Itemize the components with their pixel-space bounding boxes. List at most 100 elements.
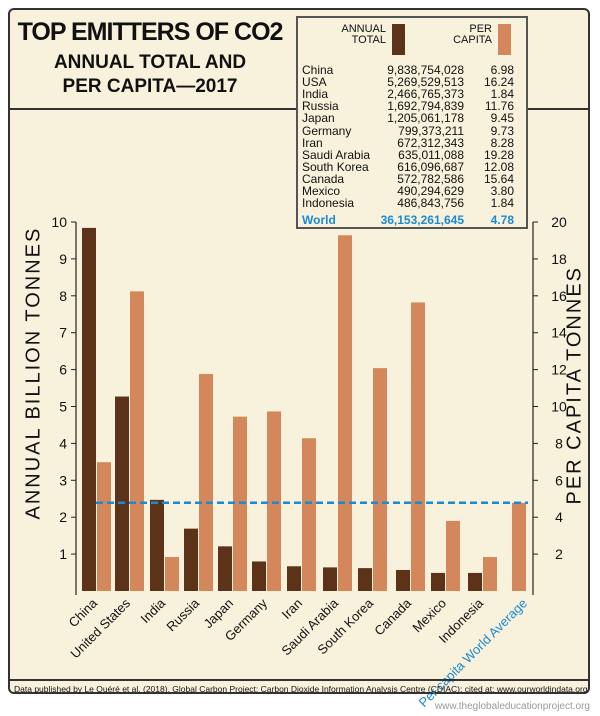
site-url[interactable]: www.theglobaleducationproject.org [434,701,590,712]
cell-per: 1.84 [490,87,514,102]
bar-annual [396,569,410,591]
table-row: Germany 799,373,211 9.73 [302,125,522,137]
cell-annual: 572,782,586 [397,171,464,186]
x-tick-label: India [138,595,169,626]
cell-name: India [302,87,329,102]
cell-name: Canada [302,171,345,186]
table-row: USA 5,269,529,513 16.24 [302,76,522,88]
cell-annual: 490,294,629 [397,184,464,198]
cell-per: 19.28 [483,147,514,162]
bar-per-capita [165,557,179,591]
cell-annual: 486,843,756 [397,196,464,211]
table-row: India 2,466,765,373 1.84 [302,88,522,100]
table-row: Indonesia 486,843,756 1.84 [302,197,522,209]
y-tick-label-left: 9 [59,251,67,267]
cell-annual: 672,312,343 [397,135,464,150]
y-tick-label-left: 4 [59,435,67,451]
y-tick-label-right: 2 [555,546,563,562]
y-axis-left-label: ANNUAL BILLION TONNES [22,226,45,520]
cell-annual: 5,269,529,513 [387,75,464,90]
cell-per: 1.84 [490,196,514,211]
table-row: Japan 1,205,061,178 9.45 [302,112,522,124]
chart-title: TOP EMITTERS OF CO2 [17,18,284,46]
header-annual: ANNUAL TOTAL [341,23,386,46]
cell-per: 16.24 [483,75,514,90]
y-tick-label-right: 14 [551,325,567,341]
cell-annual: 635,011,088 [398,147,464,162]
table-row: Saudi Arabia 635,011,088 19.28 [302,149,522,161]
cell-annual: 799,373,211 [398,123,464,138]
cell-name: China [302,63,334,77]
footer-divider [8,679,590,681]
legend-swatch-per-capita [498,24,511,55]
cell-name: USA [302,75,327,90]
cell-name: Saudi Arabia [302,147,371,162]
x-tick-label: Iran [279,596,305,622]
cell-per: 8.28 [490,135,514,150]
y-tick-label-left: 8 [59,288,67,304]
y-tick-label-right: 4 [555,509,563,525]
bar-per-capita [446,520,460,591]
bar-annual [150,499,164,591]
y-tick-label-left: 6 [59,362,67,378]
data-table: ANNUAL TOTAL PER CAPITA China 9,838,754,028… [296,16,528,229]
cell-annual: 9,838,754,028 [387,63,464,77]
bar-annual [323,567,337,591]
y-tick-label-right: 20 [551,214,567,230]
y-tick-label-right: 8 [555,435,563,451]
y-tick-label-left: 5 [59,399,67,415]
cell-annual: 1,205,061,178 [387,111,464,126]
y-tick-label-left: 3 [59,472,67,488]
cell-name: Indonesia [302,196,355,211]
bar-annual [184,528,198,591]
bar-annual [82,227,96,592]
cell-name: Germany [302,123,352,138]
y-tick-label-left: 2 [59,509,67,525]
y-tick-label-right: 6 [555,472,563,488]
source-note: Data published by Le Quéré et al. (2018)… [14,684,588,694]
bar-annual [287,566,301,591]
chart-subtitle: PER CAPITA—2017 [62,76,238,97]
header-per-capita: PER CAPITA [453,23,492,46]
bar-annual [115,396,129,591]
y-tick-label-right: 18 [551,251,567,267]
cell-annual: 616,096,687 [397,159,464,174]
bar-world-per-capita [512,502,526,591]
title-divider [8,108,298,110]
bar-per-capita [267,411,281,591]
y-tick-label-left: 10 [51,214,67,230]
cell-per: 3.80 [490,184,514,198]
cell-per: 12.08 [483,159,514,174]
cell-per: 9.73 [490,123,514,138]
cell-annual: 2,466,765,373 [387,87,464,102]
cell-name: Russia [302,99,339,114]
cell-name: Iran [302,135,323,150]
x-tick-label: Russia [163,595,202,634]
y-tick-label-right: 10 [551,399,567,415]
table-row: South Korea 616,096,687 12.08 [302,161,522,173]
table-row: Russia 1,692,794,839 11.76 [302,100,522,112]
y-tick-label-left: 7 [59,325,67,341]
bar-per-capita [483,557,497,591]
chart-subtitle: ANNUAL TOTAL AND [53,52,247,73]
bar-annual [468,572,482,591]
cell-per: 9.45 [490,111,514,126]
bar-per-capita [130,291,144,591]
table-row: Mexico 490,294,629 3.80 [302,185,522,197]
title-divider [528,108,590,110]
bar-annual [358,568,372,591]
table-row-world: World 36,153,261,645 4.78 [302,213,514,227]
y-axis-right-label: PER CAPITA TONNES [563,265,586,505]
cell-name: South Korea [302,159,369,174]
bar-per-capita [373,368,387,591]
y-tick-label-left: 1 [59,546,67,562]
cell-name: Japan [302,111,335,126]
bar-per-capita [411,302,425,591]
bar-annual [431,572,445,591]
bar-per-capita [97,462,111,591]
bar-per-capita [199,374,213,591]
bar-per-capita [302,438,316,591]
bar-annual [218,546,232,591]
y-tick-label-right: 12 [551,362,567,378]
